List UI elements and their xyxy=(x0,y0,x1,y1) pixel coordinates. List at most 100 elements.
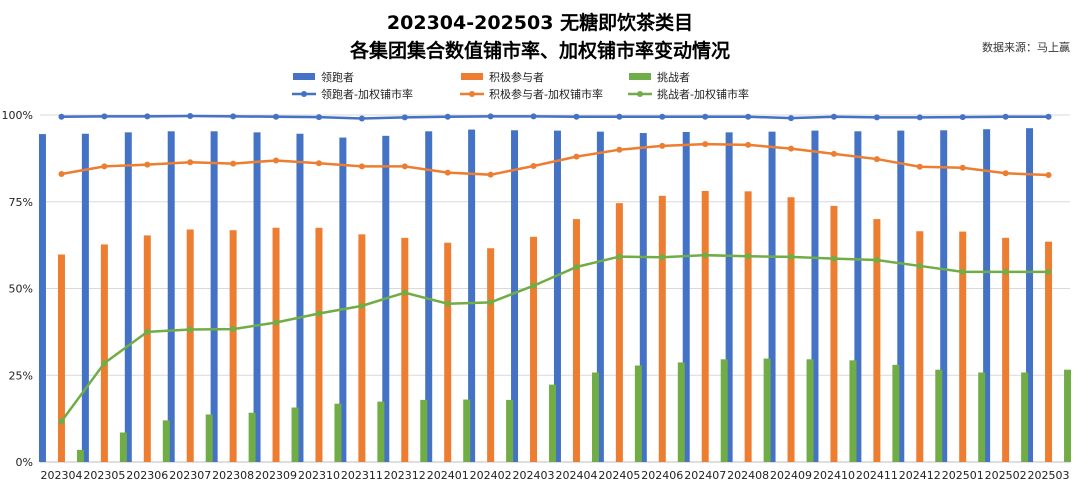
line-point xyxy=(616,253,623,260)
bar xyxy=(787,197,795,462)
bar xyxy=(81,133,89,462)
bar xyxy=(76,449,84,462)
bar xyxy=(639,133,647,462)
line-point xyxy=(101,163,108,170)
legend-label: 积极参与者-加权铺市率 xyxy=(489,87,603,101)
x-tick-label: 202409 xyxy=(770,469,812,482)
x-tick-label: 202406 xyxy=(641,469,683,482)
bar xyxy=(1026,128,1034,462)
line-point xyxy=(830,255,837,262)
line-point xyxy=(873,257,880,264)
bar xyxy=(768,131,776,462)
line-point xyxy=(702,113,709,120)
bar xyxy=(978,372,986,462)
y-tick-label: 100% xyxy=(2,109,33,122)
line-point xyxy=(315,310,322,317)
bar xyxy=(677,362,685,462)
line-point xyxy=(230,113,237,120)
line-point xyxy=(702,252,709,259)
bar xyxy=(892,364,900,462)
bar xyxy=(296,133,304,462)
bar xyxy=(425,131,433,462)
bar xyxy=(358,234,366,462)
line-point xyxy=(788,145,795,152)
legend-swatch xyxy=(293,73,315,80)
line-point xyxy=(616,113,623,120)
line-point xyxy=(916,262,923,269)
bar xyxy=(830,205,838,462)
line-point xyxy=(959,164,966,171)
line-point xyxy=(573,153,580,160)
line-point xyxy=(358,163,365,170)
line-point xyxy=(315,160,322,167)
bar xyxy=(811,130,819,463)
x-tick-label: 202304 xyxy=(40,469,82,482)
bar xyxy=(1002,237,1010,462)
line-point xyxy=(273,319,280,326)
bar xyxy=(339,137,347,462)
bar xyxy=(334,403,342,462)
bar xyxy=(468,129,476,462)
x-tick-label: 202502 xyxy=(985,469,1027,482)
bar xyxy=(682,132,690,463)
x-tick-label: 202405 xyxy=(598,469,640,482)
line-point xyxy=(144,328,151,335)
line-point xyxy=(444,300,451,307)
line-point xyxy=(444,169,451,176)
line-point xyxy=(702,141,709,148)
bar xyxy=(615,203,623,462)
x-tick-label: 202402 xyxy=(470,469,512,482)
bar xyxy=(591,372,599,462)
bar xyxy=(873,219,881,462)
x-tick-label: 202309 xyxy=(255,469,297,482)
line-point xyxy=(659,113,666,120)
bar xyxy=(596,131,604,462)
line-point xyxy=(1045,268,1052,275)
bar xyxy=(124,132,132,462)
data-source-note: 数据来源：马上赢 xyxy=(982,41,1070,54)
line-point xyxy=(187,326,194,333)
bar xyxy=(701,190,709,463)
x-tick-label: 202306 xyxy=(126,469,168,482)
line-point xyxy=(273,113,280,120)
line-point xyxy=(530,282,537,289)
line-point xyxy=(1045,172,1052,179)
line-point xyxy=(745,141,752,148)
bar xyxy=(272,227,280,462)
line-point xyxy=(487,171,494,178)
bar xyxy=(143,235,151,462)
x-tick-label: 202401 xyxy=(427,469,469,482)
line-point xyxy=(230,326,237,333)
bar xyxy=(119,432,127,462)
bar xyxy=(1021,372,1029,462)
line-point xyxy=(1002,113,1009,120)
line-point xyxy=(573,113,580,120)
series-line xyxy=(61,142,1049,177)
bar xyxy=(634,365,642,462)
line-point xyxy=(58,170,65,177)
bar xyxy=(229,230,237,462)
line-point xyxy=(873,156,880,163)
bar xyxy=(210,131,218,462)
bar xyxy=(572,219,580,462)
line-point xyxy=(1002,268,1009,275)
line-point xyxy=(873,114,880,121)
line-point xyxy=(573,263,580,270)
bar xyxy=(420,399,428,462)
x-tick-label: 202408 xyxy=(727,469,769,482)
bar xyxy=(162,420,170,462)
legend-marker xyxy=(637,91,643,97)
bar xyxy=(444,242,452,462)
chart-title: 202304-202503 无糖即饮茶类目 xyxy=(386,12,694,34)
legend-marker xyxy=(469,91,475,97)
line-point xyxy=(401,114,408,121)
bar xyxy=(253,132,261,462)
line-point xyxy=(487,113,494,120)
bar xyxy=(530,236,538,462)
bar xyxy=(806,359,814,462)
x-tick-label: 202308 xyxy=(212,469,254,482)
line-point xyxy=(530,113,537,120)
line-point xyxy=(358,302,365,309)
line-point xyxy=(401,289,408,296)
